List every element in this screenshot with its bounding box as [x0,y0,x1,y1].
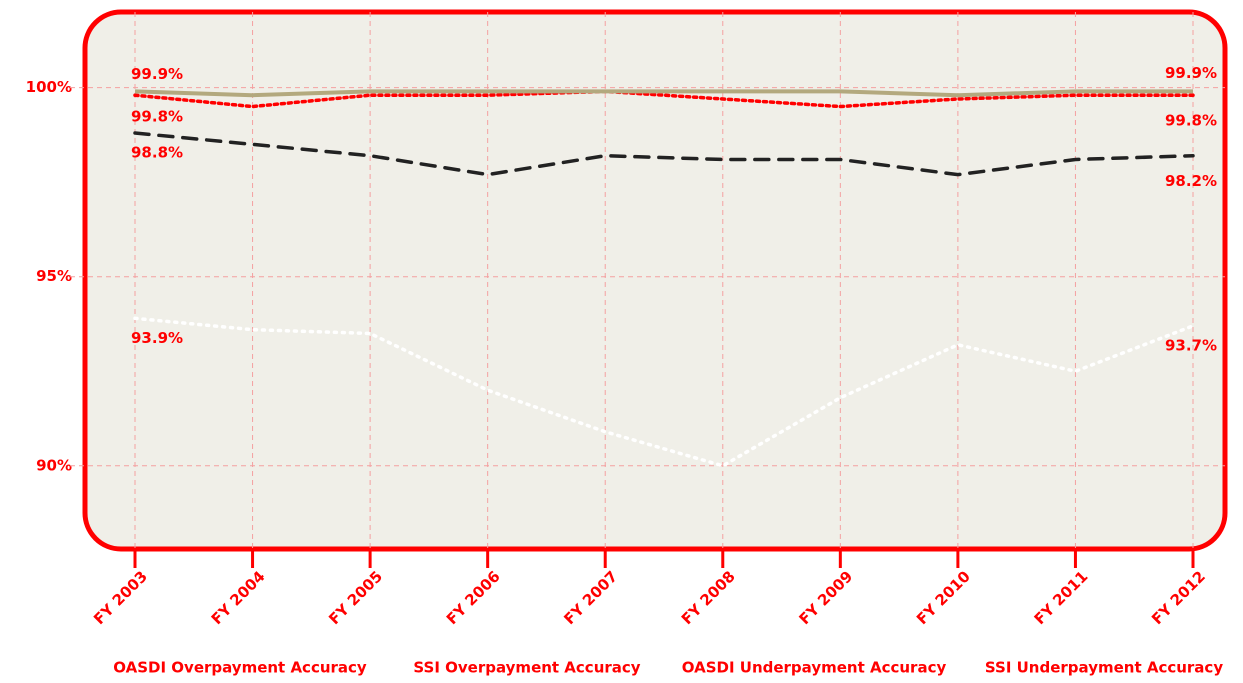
x-tick-label: FY 2006 [443,567,504,628]
value-label: 98.8% [131,144,183,162]
value-label: 93.7% [1165,336,1217,354]
x-tick-label: FY 2011 [1031,567,1092,628]
series-line [133,89,1195,109]
legend-label: OASDI Overpayment Accuracy [113,659,367,677]
y-tick-label: 90% [36,456,72,474]
x-tick-label: FY 2004 [208,567,269,628]
value-label: 98.2% [1165,172,1217,190]
legend-label: SSI Underpayment Accuracy [985,659,1223,677]
x-tick-label: FY 2010 [913,567,974,628]
series-line [133,316,1195,468]
x-tick-label: FY 2005 [325,567,386,628]
value-label: 99.9% [1165,64,1217,82]
plot-frame [82,9,1228,552]
x-tick-label: FY 2007 [560,567,621,628]
value-label: 99.8% [1165,112,1217,130]
value-label: 99.8% [131,108,183,126]
series-line [133,131,1195,177]
series-line [134,89,1193,98]
x-tick-label: FY 2009 [795,567,856,628]
x-tick-label: FY 2008 [678,567,739,628]
y-tick-label: 100% [26,78,72,96]
x-tick-label: FY 2012 [1148,567,1209,628]
legend-label: OASDI Underpayment Accuracy [682,659,947,677]
value-label: 99.9% [131,65,183,83]
value-label: 93.9% [131,329,183,347]
x-tick-label: FY 2003 [90,567,151,628]
y-tick-label: 95% [36,267,72,285]
legend-label: SSI Overpayment Accuracy [413,659,640,677]
